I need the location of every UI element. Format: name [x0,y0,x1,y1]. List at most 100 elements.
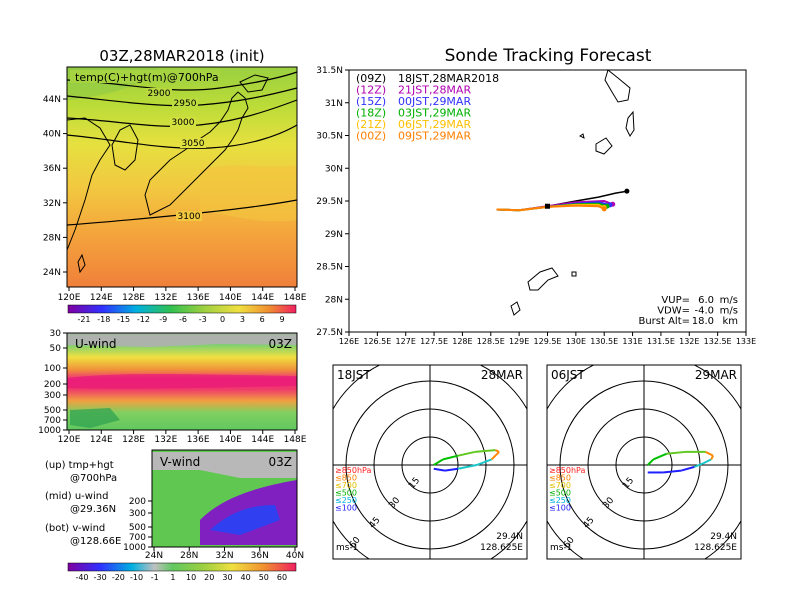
temp-map-title: 03Z,28MAR2018 (init) [99,47,264,65]
colorbar-label: 9 [279,315,284,324]
v-wind-title: V-wind [160,455,200,469]
colorbar-label: -18 [97,315,110,324]
y-tick-label: 32N [43,199,61,209]
colorbar-label: 20 [204,573,214,582]
x-tick-label: 148E [284,293,307,303]
temp-map-inner-label: temp(C)+hgt(m)@700hPa [75,71,219,84]
y-tick-label: 29N [325,230,343,240]
note-sub: @29.36N [70,504,116,515]
hodograph-lon: 128.625E [694,543,737,553]
u-wind-upper [67,336,297,347]
hodograph-unit: ms-1 [336,543,358,553]
hodograph-segment [474,449,496,453]
legend-code: (15Z) [356,95,386,108]
y-tick-label: 300 [44,391,61,401]
temp-map-frame [66,66,298,288]
x-tick-label: 129.5E [534,337,562,346]
v-wind-time: 03Z [269,455,293,469]
u-wind-jet-core [67,374,297,389]
x-tick-label: 132.5E [704,337,732,346]
y-tick-label: 29.5N [316,197,343,207]
contour-label: 3000 [172,118,195,128]
contour-line-4 [66,124,298,149]
colorbar-label: -1 [151,573,159,582]
level-label: ≤100 [549,504,571,513]
note-label: (mid) u-wind [45,491,108,502]
v-wind-x-ticks: 24N 28N 32N 36N 40N [145,547,304,561]
colorbar-label: 40 [241,573,251,582]
hodograph-segment [457,464,477,470]
x-tick-label: 136E [187,435,210,445]
level-label: ≤250 [335,496,357,505]
level-label: ≥850hPa [549,466,586,475]
param-label: VUP= [661,295,690,306]
hodograph-date: 28MAR [481,368,523,382]
y-tick-label: 24N [43,268,61,278]
island-amami [527,267,559,291]
island-tanegashima [625,110,635,137]
x-tick-label: 128E [122,293,145,303]
island-small-1 [571,271,577,277]
x-tick-label: 144E [251,435,274,445]
temp-map-panel: 2900 2950 3000 3050 3100 temp(C)+hgt(m)@… [66,66,298,288]
y-tick-label: 30 [50,329,62,339]
contour-line-2 [66,87,298,107]
legend-code: (12Z) [356,84,386,97]
contour-line-1 [66,71,298,91]
y-tick-label: 50 [50,344,62,354]
param-value: 18.0 [692,316,714,327]
y-tick-label: 200 [129,497,146,507]
param-value: 6.0 [698,295,714,306]
note-sub: @128.66E [70,536,121,547]
hodograph-segment [444,467,459,472]
colorbar-label: 60 [277,573,287,582]
level-label: ≤700 [335,481,357,490]
y-tick-label: 28N [325,295,343,305]
colorbar-label: 3 [240,315,245,324]
track-series-line [496,204,605,212]
x-tick-label: 133E [736,337,756,346]
track-legend: (09Z) 18JST,28MAR2018 (12Z) 21JST,28MAR (15Z… [356,72,499,143]
level-label: ≤100 [335,504,357,513]
y-tick-label: 500 [129,523,146,533]
hodograph-lat: 29.4N [496,532,523,542]
hodograph-segment [494,449,500,453]
hodograph-segment [442,454,459,461]
u-wind-frame [66,332,298,431]
x-tick-label: 127.5E [420,337,448,346]
colorbar-label: 50 [259,573,269,582]
legend-time: 06JST,29MAR [398,118,471,131]
x-tick-label: 126E [339,337,359,346]
x-tick-label: 128E [122,435,145,445]
legend-code: (09Z) [356,72,386,85]
y-tick-label: 28.5N [316,263,343,273]
legend-time: 18JST,28MAR2018 [398,72,499,85]
hodograph-frame [546,364,742,560]
legend-time: 21JST,28MAR [398,84,471,97]
temp-map-y-ticks: 44N 40N 36N 32N 28N 24N [43,95,67,278]
colorbar-label: 10 [186,573,196,582]
colorbar-label: -6 [179,315,187,324]
contour-label-box-2 [172,98,198,108]
level-label: ≤850 [335,474,357,483]
colorbar-label: -3 [199,315,207,324]
hodograph-time: 06JST [551,368,585,382]
island-small-2 [579,133,585,139]
colorbar-label: -21 [77,315,90,324]
temp-colorbar-ticks: -21 -18 -15 -12 -9 -6 -3 0 3 6 9 [77,315,284,324]
x-tick-label: 130E [566,337,586,346]
y-tick-label: 31N [325,99,343,109]
x-tick-label: 131.5E [647,337,675,346]
coastline-hokkaido [239,74,269,93]
hodograph-segment [433,458,444,466]
hodograph-segment [490,451,500,461]
legend-code: (00Z) [356,130,386,143]
x-tick-label: 131E [622,337,642,346]
x-tick-label: 129E [509,337,529,346]
hodograph-segment [705,451,714,457]
track-marker [545,203,550,209]
